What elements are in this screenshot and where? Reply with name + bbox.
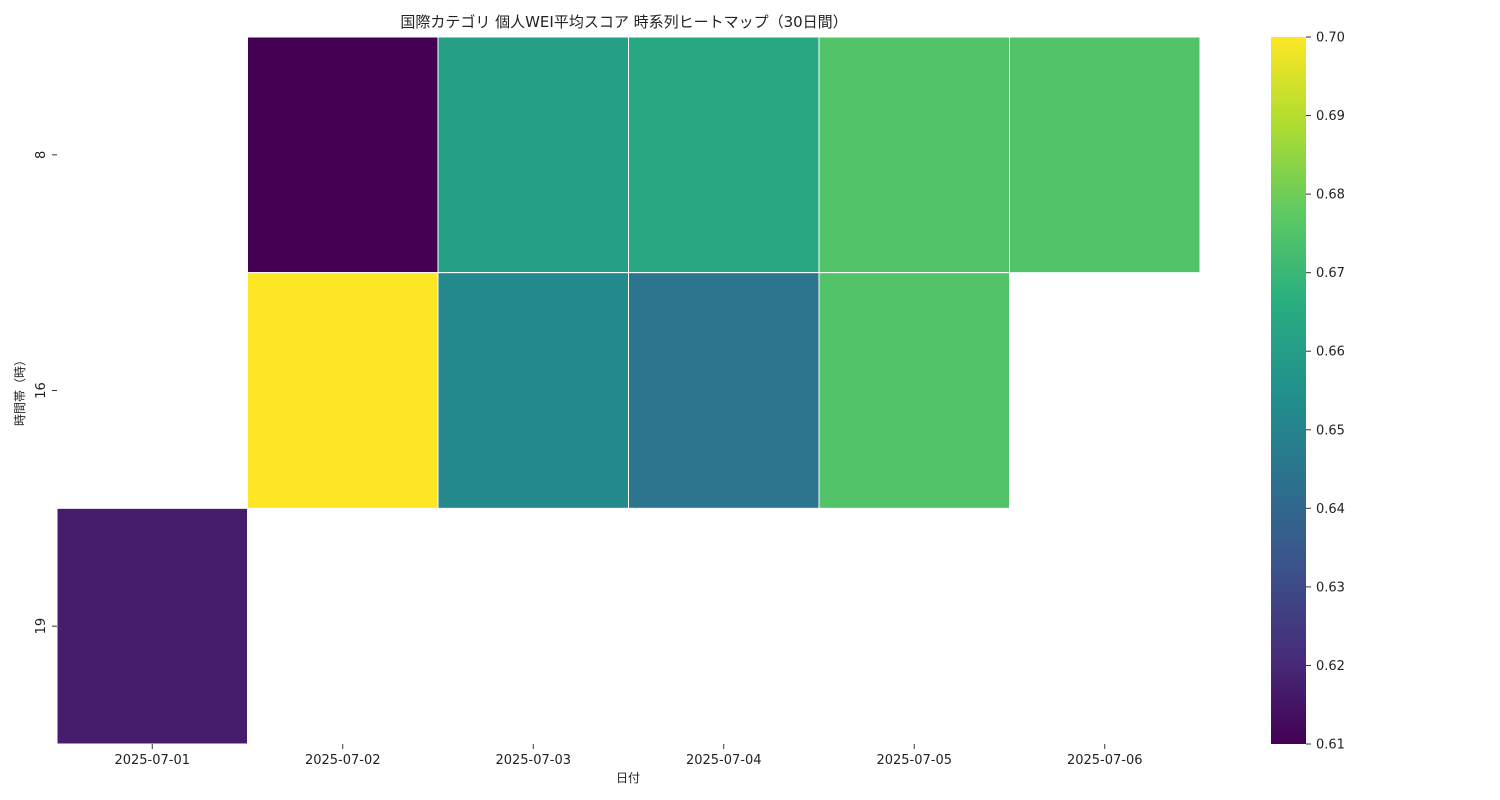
x-tick-label: 2025-07-03 <box>495 753 571 768</box>
heatmap-cell <box>628 272 820 509</box>
heatmap-cell <box>628 36 820 274</box>
heatmap-cell <box>56 507 248 745</box>
colorbar-tick-label: 0.62 <box>1316 659 1345 674</box>
heatmap-cells <box>56 36 1201 745</box>
colorbar-tick-label: 0.70 <box>1316 31 1345 46</box>
x-axis-label: 日付 <box>616 771 640 785</box>
y-axis-ticks: 8 16 19 <box>34 151 57 635</box>
chart-title: 国際カテゴリ 個人WEI平均スコア 時系列ヒートマップ（30日間） <box>400 13 847 31</box>
colorbar <box>1271 37 1306 744</box>
colorbar-tick-label: 0.68 <box>1316 188 1345 203</box>
heatmap-cell <box>1009 36 1201 274</box>
heatmap-cell <box>818 36 1010 274</box>
heatmap-cell <box>247 272 439 509</box>
colorbar-tick-label: 0.63 <box>1316 580 1345 595</box>
colorbar-tick-label: 0.67 <box>1316 266 1345 281</box>
x-tick-label: 2025-07-06 <box>1067 753 1143 768</box>
heatmap-cell <box>437 272 629 509</box>
colorbar-tick-label: 0.69 <box>1316 109 1345 124</box>
y-axis-label: 時間帯（時） <box>13 354 27 426</box>
heatmap-cell <box>818 272 1010 509</box>
y-tick-label: 19 <box>34 618 49 635</box>
colorbar-tick-label: 0.66 <box>1316 345 1345 360</box>
colorbar-tick-label: 0.64 <box>1316 502 1345 517</box>
heatmap-cell <box>247 36 439 274</box>
x-axis-ticks: 2025-07-01 2025-07-02 2025-07-03 2025-07-04… <box>114 744 1143 768</box>
y-tick-label: 8 <box>34 151 49 159</box>
x-tick-label: 2025-07-04 <box>686 753 762 768</box>
colorbar-tick-label: 0.61 <box>1316 738 1345 753</box>
x-tick-label: 2025-07-05 <box>876 753 952 768</box>
heatmap-cell <box>437 36 629 274</box>
x-tick-label: 2025-07-01 <box>114 753 190 768</box>
colorbar-ticks: 0.61 0.62 0.63 0.64 0.65 0.66 0.67 0.68 0.69 0.70 <box>1306 31 1345 753</box>
y-tick-label: 16 <box>34 382 49 399</box>
colorbar-tick-label: 0.65 <box>1316 423 1345 438</box>
x-tick-label: 2025-07-02 <box>305 753 381 768</box>
